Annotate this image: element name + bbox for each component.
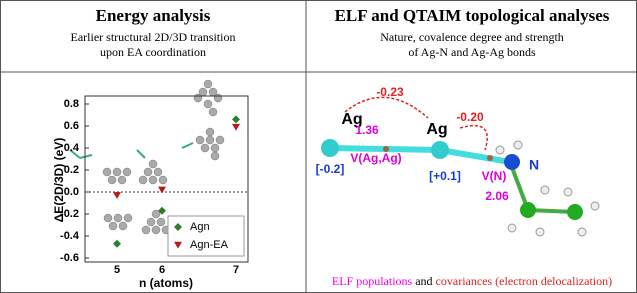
y-tick-label: -0.4	[60, 230, 80, 242]
left-subtitle: Earlier structural 2D/3D transition	[71, 30, 236, 44]
population: 2.06	[485, 189, 509, 203]
point	[113, 192, 121, 199]
charge-transfer: -0.23	[376, 85, 404, 99]
point	[113, 240, 121, 248]
footer-part: covariances (electron delocalization)	[436, 274, 613, 288]
left-title: Energy analysis	[96, 6, 211, 25]
charge-transfer: -0.20	[456, 110, 484, 124]
x-tick-label: 5	[114, 264, 120, 276]
basin-label: V(Ag,Ag)	[350, 151, 401, 165]
y-tick-label: -0.6	[60, 252, 79, 264]
legend-label: Agn-EA	[190, 239, 229, 251]
footer-part: and	[412, 274, 435, 288]
figure: Energy analysis Earlier structural 2D/3D…	[0, 0, 637, 293]
y-tick-label: 0.0	[64, 186, 79, 198]
ligand-icons	[70, 143, 193, 158]
footer: ELF populations and covariances (electro…	[332, 274, 612, 288]
point	[158, 187, 166, 194]
frame	[1, 1, 637, 293]
right-subtitle: Nature, covalence degree and strength	[380, 30, 564, 44]
legend-label: Agn	[190, 221, 210, 233]
page: {"left_panel": {"title": "Energy analysi…	[0, 0, 637, 293]
y-tick-label: 0.8	[64, 98, 79, 110]
atom-label: N	[529, 157, 539, 173]
charge: [+0.1]	[429, 169, 461, 183]
right-title: ELF and QTAIM topological analyses	[335, 6, 610, 25]
y-tick-label: 0.2	[64, 164, 79, 176]
atom-label: Ag	[426, 121, 447, 138]
y-tick-label: 0.6	[64, 120, 79, 132]
basin-label: V(N)	[482, 169, 507, 183]
right-subtitle: of Ag-N and Ag-Ag bonds	[408, 45, 536, 59]
y-tick-label: -0.2	[60, 208, 79, 220]
x-tick-label: 7	[233, 264, 239, 276]
population: 1.36	[355, 123, 379, 137]
footer-part: ELF populations	[332, 274, 413, 288]
point	[232, 115, 240, 123]
charge: [-0.2]	[316, 162, 345, 176]
x-axis-label: n (atoms)	[139, 276, 193, 290]
point	[232, 124, 240, 131]
left-subtitle: upon EA coordination	[100, 45, 206, 59]
y-tick-label: 0.4	[64, 142, 80, 154]
x-tick-label: 6	[159, 264, 165, 276]
